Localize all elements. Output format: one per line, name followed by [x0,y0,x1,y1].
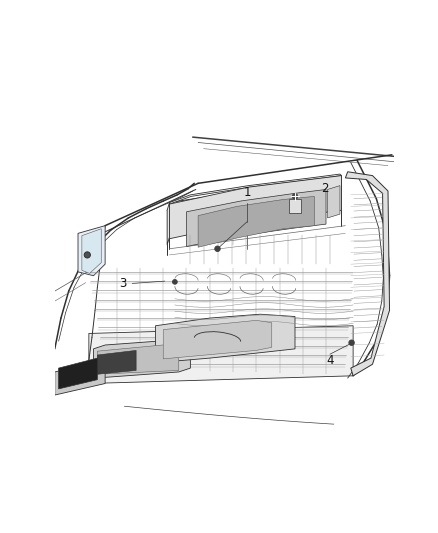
Polygon shape [170,175,342,239]
Text: 1: 1 [243,186,251,199]
Polygon shape [93,340,191,377]
Text: 2: 2 [321,182,328,195]
Polygon shape [155,314,295,363]
Polygon shape [97,343,179,374]
Polygon shape [167,203,170,245]
Circle shape [173,280,177,284]
Circle shape [349,340,354,345]
Polygon shape [89,326,353,384]
Polygon shape [78,225,105,276]
Polygon shape [55,360,105,395]
Polygon shape [97,350,136,374]
Polygon shape [289,199,301,213]
Polygon shape [82,229,101,273]
Polygon shape [328,185,340,218]
Circle shape [292,193,298,199]
Polygon shape [170,174,342,204]
Text: 4: 4 [326,354,334,367]
Circle shape [215,246,220,252]
Polygon shape [187,189,326,246]
Polygon shape [346,172,389,376]
Text: 3: 3 [119,277,127,290]
Polygon shape [198,196,314,247]
Circle shape [84,252,90,258]
Polygon shape [59,358,97,389]
Polygon shape [163,320,272,359]
